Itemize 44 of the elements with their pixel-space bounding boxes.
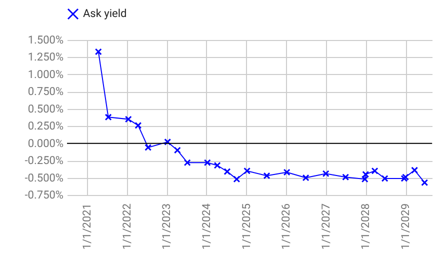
- point: [184, 159, 191, 166]
- y-tick-label: 0.750%: [28, 85, 64, 98]
- y-tick-label: 1.250%: [28, 50, 64, 64]
- point: [104, 114, 112, 121]
- x-tick-label: 1/1/2024: [200, 204, 213, 250]
- x-tick-label: 1/1/2028: [359, 204, 372, 250]
- point: [144, 144, 152, 151]
- y-tick-label: 1.000%: [28, 68, 64, 81]
- point: [421, 179, 428, 186]
- point: [322, 170, 330, 178]
- x-tick-label: 1/1/2023: [160, 204, 174, 250]
- point: [371, 167, 378, 174]
- y-tick-label: 0.250%: [28, 120, 64, 133]
- point: [134, 122, 142, 129]
- x-tick-label: 1/1/2027: [319, 204, 332, 250]
- x-tick-label: 1/1/2026: [280, 204, 293, 250]
- point: [283, 168, 290, 176]
- y-tick-label: -0.250%: [24, 154, 64, 168]
- point: [224, 168, 231, 176]
- x-tick-label: 1/1/2021: [80, 204, 94, 250]
- point: [124, 116, 132, 123]
- point: [302, 174, 310, 182]
- point: [214, 162, 221, 169]
- x-tick-label: 1/1/2029: [399, 204, 412, 250]
- y-tick-label: 0.000%: [28, 136, 64, 150]
- point: [244, 167, 251, 174]
- point: [263, 172, 270, 180]
- point: [174, 146, 181, 154]
- y-tick-label: -0.500%: [24, 171, 64, 184]
- x-tick-label: 1/1/2022: [120, 204, 134, 250]
- y-tick-label: 0.500%: [28, 102, 64, 116]
- legend-label: Ask yield: [83, 7, 127, 20]
- point: [361, 176, 368, 183]
- x-tick-label: 1/1/2025: [240, 204, 253, 250]
- point: [94, 48, 102, 56]
- y-tick-label: -0.750%: [24, 188, 64, 202]
- point: [362, 170, 370, 178]
- point: [204, 159, 211, 166]
- point: [342, 174, 350, 181]
- point: [411, 166, 418, 174]
- point: [233, 176, 240, 183]
- point: [164, 138, 172, 146]
- y-tick-label: 1.500%: [28, 34, 64, 46]
- point: [381, 174, 388, 182]
